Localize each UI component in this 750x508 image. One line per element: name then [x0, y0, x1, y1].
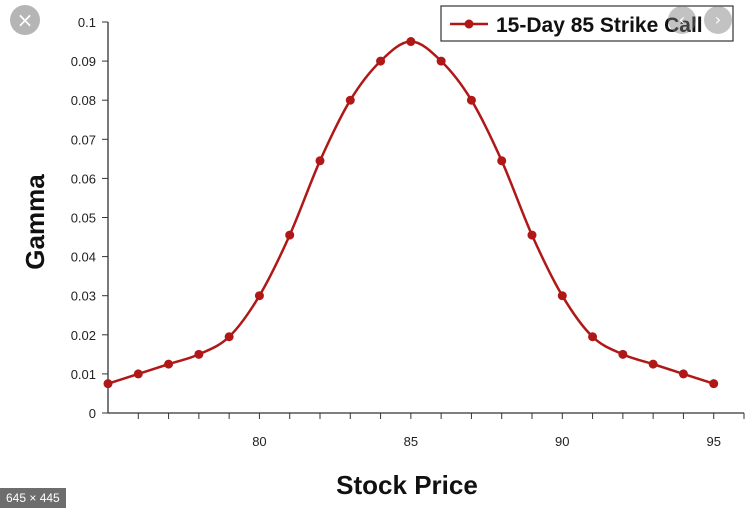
image-size-badge: 645 × 445: [0, 488, 66, 508]
legend-box: [440, 5, 734, 42]
y-tick-label: 0.1: [78, 15, 96, 30]
y-tick-label: 0: [89, 406, 96, 421]
data-point: [709, 379, 719, 389]
close-icon[interactable]: ×: [10, 5, 40, 35]
data-point: [557, 291, 567, 301]
legend-marker: [464, 19, 474, 29]
y-tick-label: 0.05: [71, 211, 96, 226]
y-tick-label: 0.09: [71, 54, 96, 69]
y-tick-label: 0.02: [71, 328, 96, 343]
data-point: [345, 95, 355, 105]
data-point: [224, 332, 234, 342]
x-tick-label: 80: [252, 434, 266, 449]
data-point: [254, 291, 264, 301]
y-tick-label: 0.04: [71, 250, 96, 265]
x-axis-label: Stock Price: [336, 470, 478, 500]
y-tick-label: 0.01: [71, 367, 96, 382]
next-icon[interactable]: ›: [704, 6, 732, 34]
data-points: [103, 37, 719, 389]
data-point: [406, 37, 416, 47]
data-point: [285, 230, 295, 240]
y-tick-label: 0.08: [71, 93, 96, 108]
data-point: [103, 379, 113, 389]
legend-label: 15-Day 85 Strike Call: [496, 14, 703, 37]
x-tick-label: 85: [404, 434, 418, 449]
data-point: [164, 359, 174, 369]
prev-icon[interactable]: ‹: [668, 6, 696, 34]
data-point: [497, 156, 507, 166]
data-point: [436, 56, 446, 66]
data-point: [588, 332, 598, 342]
series-line: [107, 40, 715, 385]
data-point: [376, 56, 386, 66]
x-tick-label: 95: [706, 434, 720, 449]
data-point: [618, 349, 628, 359]
x-tick-label: 90: [555, 434, 569, 449]
data-point: [194, 349, 204, 359]
data-point: [133, 369, 143, 379]
y-tick-label: 0.06: [71, 171, 96, 186]
ticks: 0 0.01 0.02 0.03 0.04 0.05 0.06 0.07 0.08 0.09 0.1…: [71, 15, 745, 449]
y-tick-label: 0.03: [71, 289, 96, 304]
data-point: [315, 156, 325, 166]
data-point: [466, 95, 476, 105]
y-axis-label: Gamma: [20, 174, 50, 270]
data-point: [678, 369, 688, 379]
data-point: [527, 230, 537, 240]
y-tick-label: 0.07: [71, 132, 96, 147]
data-point: [648, 359, 658, 369]
legend: 15-Day 85 Strike Call: [440, 5, 734, 42]
axes: [107, 22, 744, 414]
